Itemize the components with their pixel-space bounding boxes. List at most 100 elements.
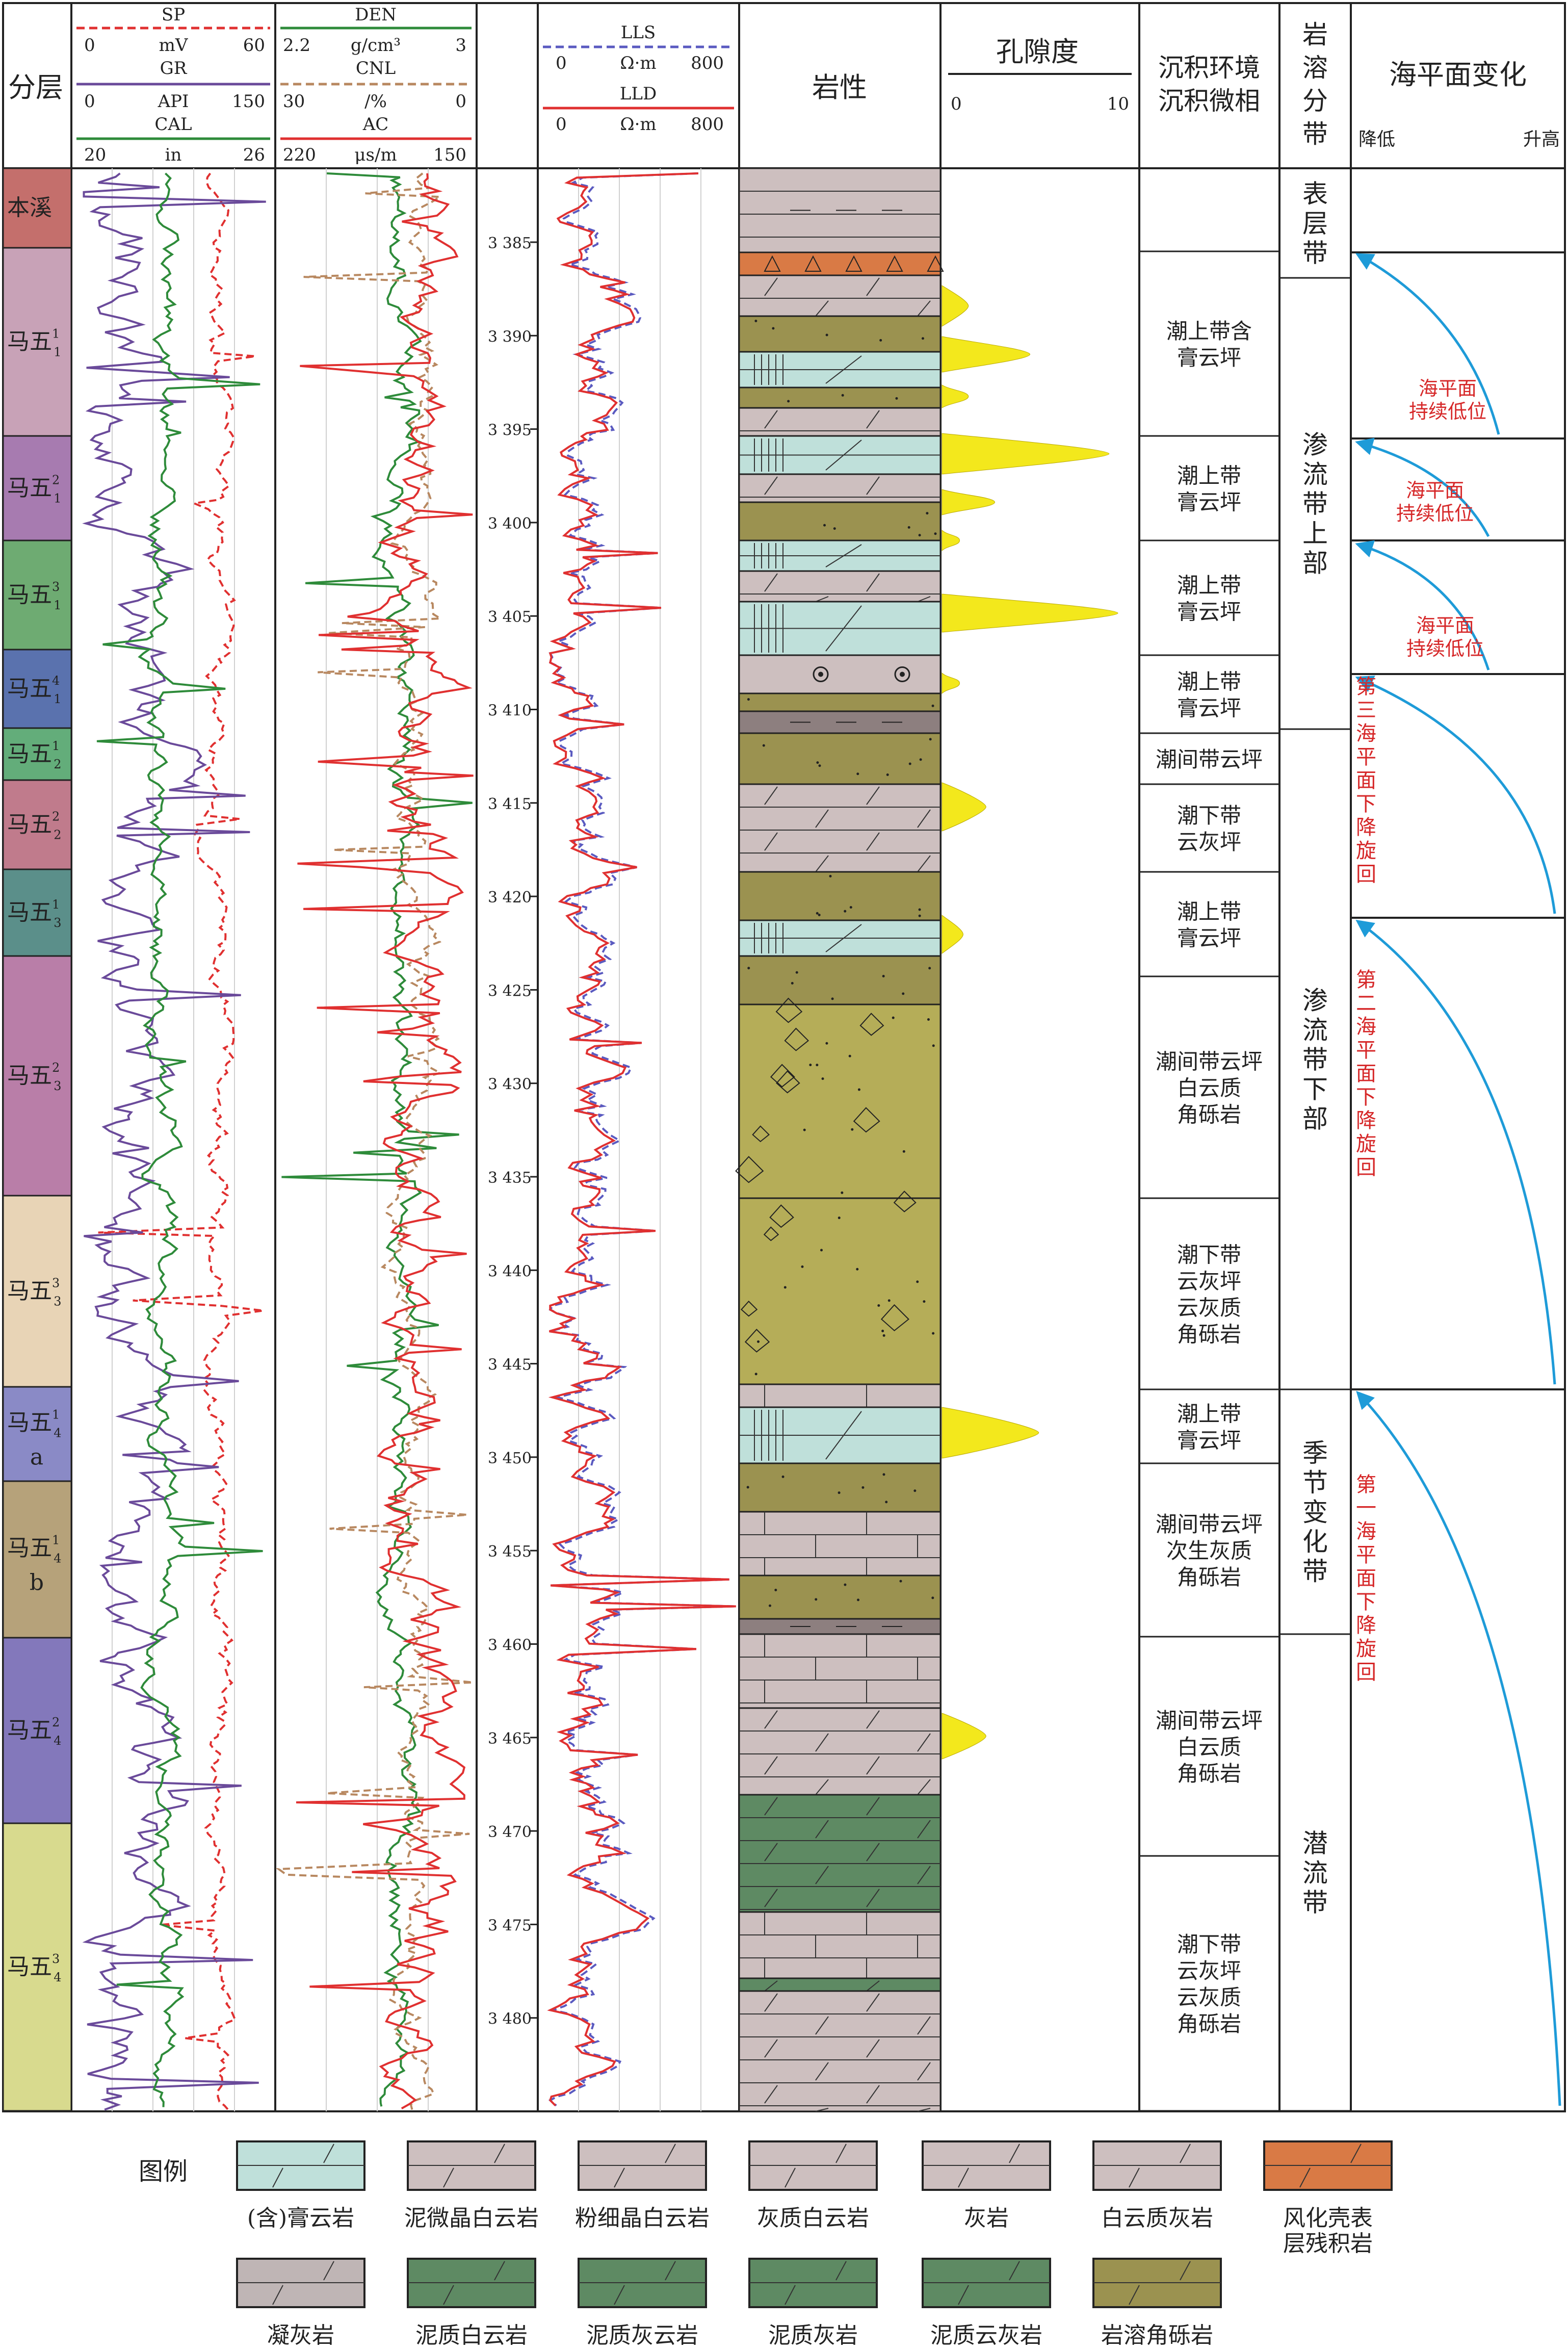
depth-label: 3 395 (488, 422, 532, 440)
depth-label: 3 455 (488, 1543, 532, 1561)
karst-label: 层 (1302, 209, 1328, 239)
porosity-track (942, 285, 1118, 1760)
svg-text:下: 下 (1356, 1086, 1376, 1109)
header-track1: SP 0 mV 60 GR 0 API 150 CAL 20 in 26 (76, 5, 270, 165)
sea-note-1b: 持续低位 (1409, 400, 1486, 423)
karst-label: 表 (1302, 179, 1328, 209)
svg-text:下: 下 (1356, 792, 1376, 816)
header-porosity: 孔隙度 0 10 (948, 36, 1132, 114)
karst-label: 上 (1302, 519, 1328, 549)
depth-label: 3 425 (488, 982, 532, 1000)
sea-note-2a: 海平面 (1406, 479, 1464, 502)
sea-note-3b: 持续低位 (1406, 637, 1484, 660)
lith-band-22 (738, 1191, 942, 1385)
legend-label: 泥质白云岩 (415, 2322, 528, 2348)
layer-2: 马五2 1 (2, 435, 72, 541)
porosity-fill-10 (942, 1407, 1039, 1459)
sea-low: 降低 (1358, 129, 1395, 150)
environment-label: 潮间带云坪 (1156, 1512, 1263, 1537)
lith-band-31 (738, 1794, 942, 1913)
legend-label: 泥质云灰岩 (930, 2322, 1042, 2348)
cnl-min: 30 (283, 91, 305, 112)
porosity-fill-11 (942, 1713, 986, 1760)
environment-label: 潮上带 (1177, 1402, 1241, 1427)
porosity-fill-8 (942, 782, 986, 832)
lith-band-19 (738, 919, 942, 957)
lith-band-11 (738, 570, 942, 603)
header-karst: 岩 溶 分 带 (1302, 20, 1328, 149)
lith-band-2 (738, 274, 942, 317)
sp-max: 60 (243, 35, 265, 56)
environment-label: 潮上带 (1177, 899, 1241, 924)
lith-band-26 (738, 1511, 942, 1577)
cal-min: 20 (84, 145, 106, 165)
environment-label: 膏云坪 (1177, 696, 1241, 721)
porosity-fill-3 (942, 433, 1110, 475)
legend-item-10: 泥质灰岩 (748, 2258, 878, 2348)
karst-label: 带 (1302, 239, 1328, 268)
depth-label: 3 430 (488, 1076, 532, 1094)
layer-13: 马五3 4 (2, 1822, 72, 2112)
karst-label: 渗 (1302, 986, 1328, 1016)
environment-column: 潮上带含膏云坪潮上带膏云坪潮上带膏云坪潮上带膏云坪潮间带云坪潮下带云灰坪潮上带膏… (1139, 250, 1279, 2112)
svg-text:二: 二 (1356, 992, 1376, 1015)
karst-label: 季 (1302, 1438, 1328, 1468)
layer-label: 本溪 (7, 195, 52, 221)
lith-band-21 (735, 997, 942, 1199)
lith-band-13 (738, 654, 942, 694)
cal-max: 26 (243, 145, 265, 165)
lith-band-15 (738, 710, 942, 734)
svg-text:面: 面 (1356, 769, 1376, 792)
lls-curve (548, 172, 736, 2107)
lld-min: 0 (556, 114, 567, 135)
svg-text:回: 回 (1356, 1661, 1376, 1684)
sea-title: 海平面变化 (1389, 59, 1527, 91)
depth-label: 3 435 (488, 1169, 532, 1187)
environment-label: 潮下带 (1177, 803, 1241, 828)
svg-text:岩: 岩 (1302, 20, 1328, 49)
layer-10: 马五1 4a (2, 1386, 72, 1482)
lith-band-34 (738, 1990, 942, 2112)
lls-min: 0 (556, 53, 567, 73)
layer-11: 马五1 4b (2, 1480, 72, 1639)
karst-label: 渗 (1302, 430, 1328, 460)
gr-max: 150 (232, 91, 265, 112)
den-min: 2.2 (283, 35, 310, 56)
lith-band-0 (738, 167, 942, 253)
layer-5: 马五1 2 (2, 727, 72, 781)
layer-1: 马五1 1 (2, 247, 72, 437)
karst-zone-0: 表层带 (1279, 179, 1351, 279)
lls-unit: Ω·m (620, 53, 656, 73)
environment-label: 膏云坪 (1177, 345, 1241, 370)
depth-label: 3 460 (488, 1637, 532, 1655)
svg-text:三: 三 (1356, 699, 1376, 722)
sp-min: 0 (84, 35, 95, 56)
svg-text:下: 下 (1356, 1590, 1376, 1614)
porosity-fill-6 (942, 593, 1118, 633)
legend-item-0: (含)膏云岩 (236, 2140, 365, 2231)
lith-band-30 (738, 1707, 942, 1796)
environment-label: 潮上带含 (1166, 319, 1252, 344)
svg-text:回: 回 (1356, 863, 1376, 886)
track-grid (112, 168, 701, 2111)
legend-label: 泥微晶白云岩 (404, 2205, 539, 2231)
environment-label: 角砾岩 (1177, 1322, 1241, 1347)
lld-unit: Ω·m (620, 114, 656, 135)
ac-unit: μs/m (354, 145, 397, 165)
arrow-sea-2 (1355, 437, 1490, 537)
lith-band-1 (738, 251, 944, 276)
cnl-max: 0 (455, 91, 466, 112)
porosity-fill-2 (942, 384, 969, 408)
lith-band-14 (738, 692, 942, 712)
legend-label: 灰质白云岩 (757, 2205, 869, 2231)
cnl-name: CNL (356, 58, 396, 79)
lith-band-6 (738, 407, 942, 437)
svg-text:旋: 旋 (1356, 1132, 1376, 1156)
